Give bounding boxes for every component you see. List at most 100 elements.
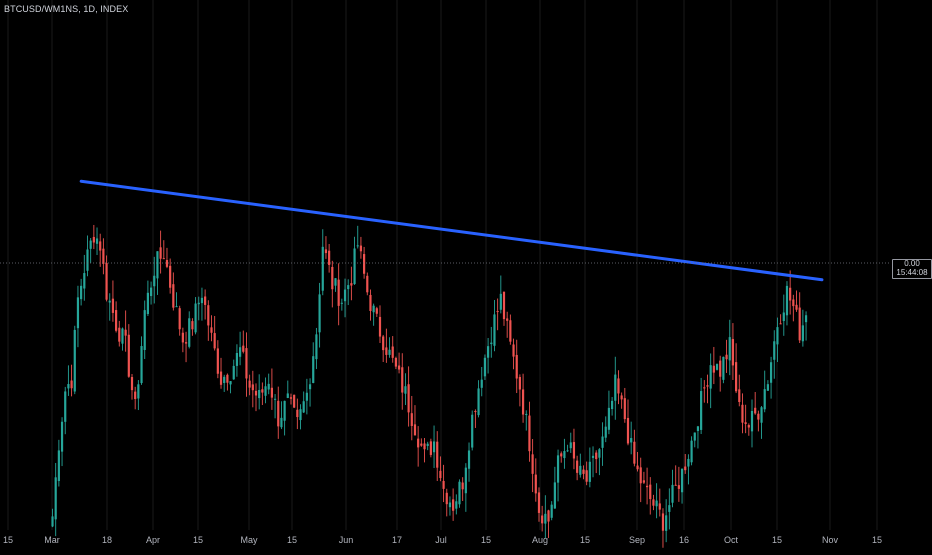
candle-body (534, 474, 537, 494)
candle-body (579, 465, 582, 475)
candle-body (67, 384, 70, 389)
candle-body (661, 513, 665, 531)
candle-body (490, 342, 493, 345)
candle-body (340, 302, 343, 304)
candle-body (394, 357, 397, 367)
candle-body (299, 409, 302, 421)
candle-body (480, 379, 483, 388)
candle-body (693, 432, 696, 441)
candle-body (544, 513, 547, 524)
candle-body (280, 417, 283, 428)
candle-body (744, 422, 747, 424)
candle-body (194, 303, 197, 333)
candle-body (210, 327, 213, 333)
candle-body (178, 308, 181, 330)
candle-body (537, 492, 541, 513)
candle-body (283, 400, 286, 421)
candle-body (668, 505, 671, 512)
candle-body (436, 441, 439, 468)
candle-body (741, 404, 744, 423)
candle-body (270, 387, 273, 398)
candle-body (172, 284, 175, 308)
candle-body (474, 411, 477, 413)
candle-body (782, 312, 785, 321)
candle-body (467, 450, 471, 469)
candle-body (356, 245, 359, 247)
candle-body (350, 283, 353, 286)
candle-body (506, 318, 509, 321)
candle-body (496, 311, 499, 313)
candle-body (725, 354, 728, 360)
candle-body (264, 386, 267, 396)
candle-body (293, 394, 296, 408)
candle-body (550, 504, 553, 518)
candle-body (86, 249, 89, 271)
candle-body (70, 380, 73, 389)
candle-body (162, 258, 165, 260)
candle-body (175, 306, 178, 308)
price-tag-value: 0.00 (904, 259, 920, 268)
candle-body (397, 365, 401, 370)
candle-body (382, 336, 385, 351)
candle-body (560, 453, 563, 457)
candle-body (684, 466, 687, 471)
candle-body (738, 389, 741, 402)
candle-body (566, 450, 569, 452)
x-tick-label: Jun (339, 535, 354, 545)
x-tick-label: 15 (287, 535, 297, 545)
candle-body (760, 407, 763, 423)
candle-body (108, 300, 111, 303)
candle-body (658, 503, 661, 510)
candle-body (73, 329, 76, 392)
symbol-title: BTCUSD/WM1NS, 1D, INDEX (4, 4, 129, 14)
candle-body (124, 329, 127, 336)
candle-body (407, 384, 410, 413)
candle-body (703, 387, 706, 389)
candle-body (328, 250, 331, 265)
candle-body (731, 339, 735, 366)
price-tag-countdown: 15:44:08 (896, 267, 928, 277)
candle-body (426, 443, 429, 446)
candle-body (588, 461, 591, 482)
candle-body (458, 481, 461, 505)
candle-body (452, 499, 455, 511)
candle-body (614, 374, 617, 401)
candle-body (229, 381, 232, 385)
x-tick-label: Nov (822, 535, 839, 545)
grid (7, 0, 878, 530)
candle-body (792, 299, 795, 307)
candle-body (515, 354, 518, 379)
candle-body (804, 315, 808, 323)
trendline-layer (79, 179, 824, 282)
candle-body (769, 362, 773, 383)
candle-body (251, 384, 254, 391)
x-tick-label: Mar (44, 535, 60, 545)
candle-body (318, 294, 321, 333)
candle-body (413, 424, 417, 436)
candle-body (213, 333, 216, 349)
candle-body (700, 391, 703, 430)
candle-body (337, 279, 340, 306)
candle-body (521, 389, 525, 415)
candle-body (432, 441, 436, 453)
candle-body (547, 510, 550, 522)
candle-body (149, 287, 153, 297)
candle-body (242, 345, 245, 352)
x-tick-label: 15 (872, 535, 882, 545)
candle-body (630, 438, 633, 443)
candle-body (750, 410, 754, 432)
candle-body (99, 241, 102, 251)
trendline[interactable] (79, 179, 824, 282)
candle-body (773, 341, 776, 360)
candle-body (525, 413, 528, 415)
time-axis[interactable]: 15 Mar 18 Apr 15 May 15 Jun 17 Jul 15 Aug 15 Sep 16 Oct… (3, 535, 882, 545)
candle-body (477, 388, 480, 416)
candle-body (601, 436, 604, 448)
candle-body (722, 356, 725, 380)
candle-body (633, 441, 636, 464)
candle-body (102, 248, 105, 264)
x-tick-label: 15 (193, 535, 203, 545)
candle-body (556, 455, 560, 483)
